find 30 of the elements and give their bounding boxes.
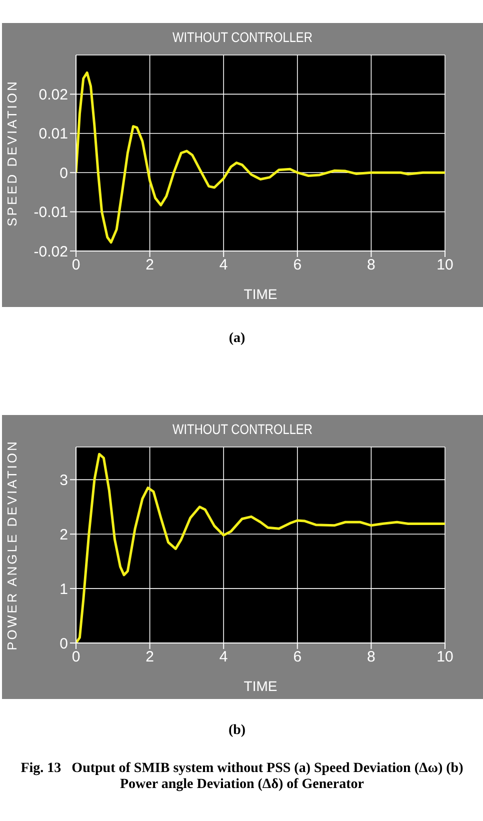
- caption: Fig. 13 Output of SMIB system without PSS (a) Speed Deviation (Δω) (b) Power angle Deviation (Δδ) of Generator: [20, 761, 464, 793]
- x-tick-label: 10: [436, 256, 454, 274]
- y-tick-label: 1: [60, 580, 68, 598]
- y-axis-title: SPEED DEVIATION: [4, 80, 20, 226]
- chart-title: WITHOUT CONTROLLER: [172, 421, 314, 437]
- y-tick-label: 3: [60, 472, 68, 489]
- x-tick-label: 10: [436, 648, 454, 666]
- text: (b): [227, 723, 247, 739]
- y-tick-label: 2: [60, 526, 68, 544]
- y-tick-label: 0: [60, 164, 68, 182]
- y-tick-label: 0.02: [38, 86, 68, 104]
- x-axis-title: TIME: [244, 286, 278, 302]
- y-tick-label: -0.01: [34, 204, 68, 222]
- chart-title: WITHOUT CONTROLLER: [172, 29, 314, 45]
- text: (a): [228, 331, 246, 347]
- x-tick-label: 6: [293, 648, 302, 666]
- y-tick-label: 0.01: [38, 126, 68, 143]
- y-axis-title: POWER ANGLE DEVIATION: [4, 440, 20, 650]
- x-tick-label: 0: [72, 256, 80, 274]
- x-axis-title: TIME: [244, 678, 278, 694]
- x-tick-label: 0: [72, 648, 80, 666]
- y-tick-label: -0.02: [34, 243, 68, 260]
- x-tick-label: 2: [146, 256, 154, 274]
- x-tick-label: 8: [367, 256, 376, 274]
- y-tick-label: 0: [60, 635, 68, 652]
- x-tick-label: 4: [219, 648, 228, 666]
- x-tick-label: 8: [367, 648, 376, 666]
- x-tick-label: 2: [146, 648, 154, 666]
- x-tick-label: 6: [293, 256, 302, 274]
- x-tick-label: 4: [219, 256, 228, 274]
